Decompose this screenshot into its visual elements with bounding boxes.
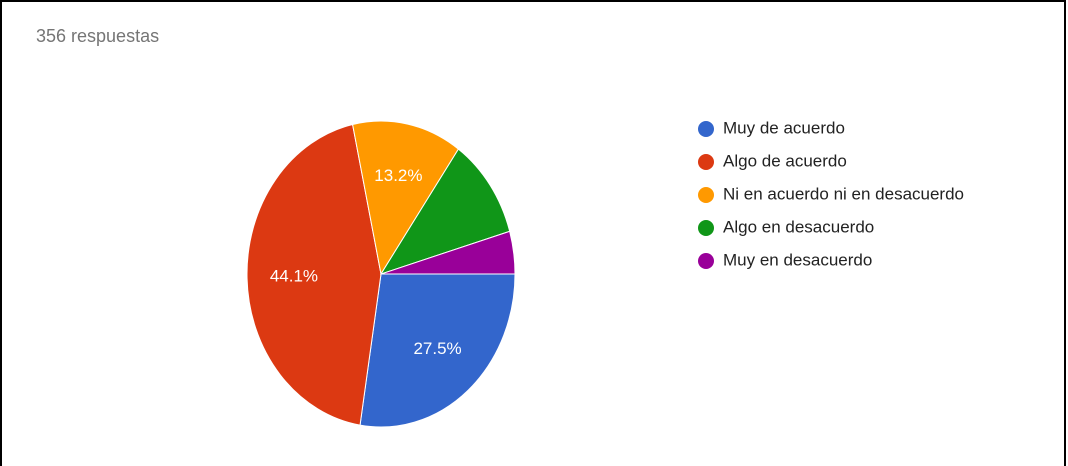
legend-swatch [698,154,714,170]
legend-swatch [698,121,714,137]
pie-slice [246,123,382,426]
legend-swatch [698,253,714,269]
pie-slice [359,273,516,428]
legend-label: Muy de acuerdo [723,118,845,137]
legend-label: Muy en desacuerdo [723,250,872,269]
legend-label: Ni en acuerdo ni en desacuerdo [723,184,964,203]
pie-slice [379,148,511,275]
legend-label: Algo en desacuerdo [723,217,874,236]
legend-label: Algo de acuerdo [723,151,847,170]
pie-slice [352,120,460,276]
legend-swatch [698,187,714,203]
data-label: 13.2% [374,166,422,185]
data-label: 27.5% [413,339,461,358]
data-label: 44.1% [270,266,318,285]
pie-slice [380,230,516,275]
legend-swatch [698,220,714,236]
chart-title: 356 respuestas [36,26,159,46]
